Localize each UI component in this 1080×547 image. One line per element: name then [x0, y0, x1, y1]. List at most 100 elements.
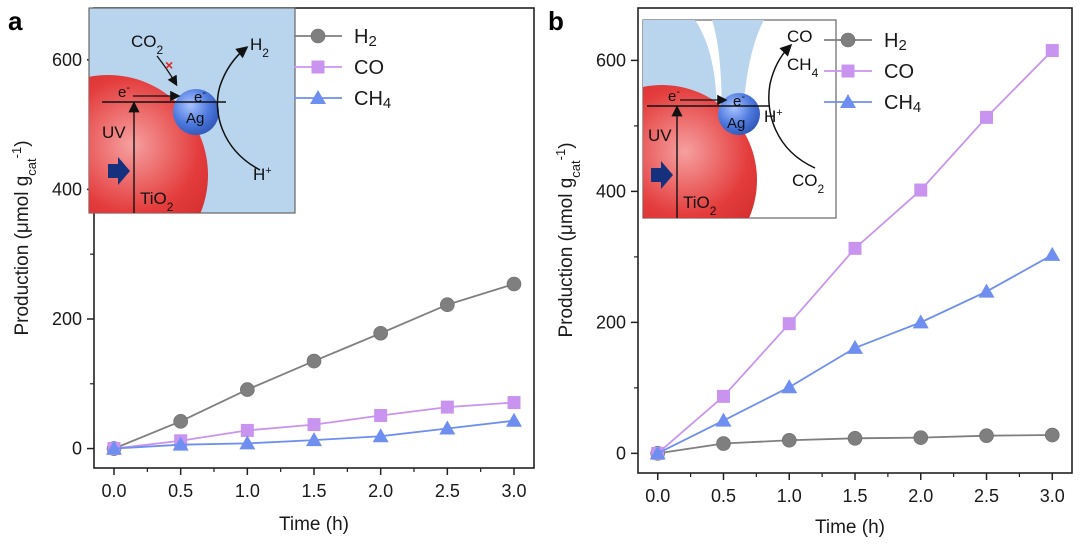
- panel-b-data-point: [978, 283, 995, 298]
- panel-a-legend-marker: [310, 90, 326, 104]
- inset-a-ag-label: Ag: [186, 110, 204, 127]
- panel-b-y-tick-label: 600: [596, 50, 626, 70]
- panel-b-x-tick-label: 3.0: [1040, 486, 1065, 506]
- panel-b-data-point: [1044, 427, 1060, 443]
- panel-b-data-point: [912, 314, 929, 329]
- panel-a-data-point: [439, 420, 456, 435]
- inset-b-product-curve-arrow: [768, 43, 816, 169]
- panel-a-inset-diagram: CO2 × H2 e- e- Ag UV TiO2 H+: [88, 7, 296, 214]
- panel-a-data-point: [372, 428, 389, 443]
- panel-a-data-point: [173, 414, 188, 429]
- panel-a-ticks: 0.0 0.5 1.0 1.5 2.0 2.5 3.0 0 200 400 600: [52, 50, 527, 501]
- inset-a-co2-label: CO2: [131, 32, 164, 57]
- panel-b-data-point: [781, 379, 798, 394]
- panel-a-data-point: [172, 436, 189, 451]
- panel-b-letter: b: [548, 6, 564, 36]
- panel-a-legend-marker: [310, 28, 326, 44]
- panel-a-y-tick-label: 400: [52, 179, 82, 199]
- inset-b-ag-label: Ag: [727, 115, 745, 132]
- inset-a-electron-label-1: e-: [118, 82, 130, 101]
- panel-a-x-axis-title: Time (h): [279, 514, 349, 535]
- inset-b-ag-particle: [718, 93, 760, 135]
- inset-b-hplus-label: H+: [764, 107, 783, 126]
- panel-a-x-tick-label: 3.0: [501, 481, 526, 501]
- panel-a-legend-marker: [311, 60, 325, 74]
- panel-b-data-point: [913, 430, 929, 445]
- panel-b-data-point: [782, 317, 796, 331]
- panel-a-series: [106, 276, 522, 456]
- panel-a-data-point: [506, 412, 522, 427]
- inset-b-co-label: CO: [787, 27, 813, 46]
- inset-b-uv-label: UV: [648, 126, 672, 145]
- panel-a-data-point: [240, 423, 254, 437]
- panel-b-legend-label: CH4: [884, 92, 921, 116]
- panel-b-data-point: [781, 432, 797, 448]
- inset-a-co2-arrow: [156, 55, 178, 87]
- panel-a-x-tick-label: 0.0: [101, 481, 126, 501]
- panel-b-legend-marker: [840, 94, 856, 108]
- panel-b-data-point: [716, 389, 730, 403]
- panel-a-data-point: [106, 440, 122, 455]
- panel-b-x-tick-label: 0.5: [711, 486, 736, 506]
- inset-a-h2-curve-arrow: [216, 46, 261, 171]
- panel-a-data-point: [440, 297, 455, 313]
- panel-b-data-point: [1045, 44, 1059, 58]
- inset-b-ch4-label: CH4: [787, 55, 819, 80]
- panel-a-y-tick-label: 200: [52, 309, 82, 329]
- panel-a-data-point: [307, 418, 321, 432]
- panel-b-x-tick-label: 1.0: [777, 486, 802, 506]
- panel-b-x-tick-label: 2.0: [908, 486, 933, 506]
- panel-a-data-point: [239, 435, 256, 450]
- panel-b-data-point: [847, 430, 863, 446]
- panel-a-legend: H2 CO CH4: [294, 26, 391, 112]
- panel-a-x-tick-label: 1.5: [301, 481, 326, 501]
- panel-b-data-point: [980, 110, 994, 124]
- panel-b-series: [649, 44, 1061, 461]
- panel-b-data-point: [716, 436, 731, 451]
- inset-a-electron-label-2: e-: [194, 87, 206, 106]
- inset-a-blocked-cross: ×: [165, 57, 173, 73]
- panel-b-data-point: [847, 339, 863, 354]
- panel-b-data-point: [848, 241, 862, 255]
- panel-a-data-point: [507, 396, 521, 410]
- panel-b-legend-marker: [841, 64, 855, 78]
- panel-b-inset-diagram: CO CH4 e- e- Ag H+ UV TiO2 CO2: [642, 19, 837, 219]
- panel-b-y-tick-label: 200: [596, 312, 626, 332]
- panel-b-data-point: [649, 445, 666, 460]
- panel-a-legend-label: H2: [354, 26, 377, 50]
- panel-b-x-tick-label: 1.5: [842, 486, 867, 506]
- inset-b-electron-label-2: e-: [733, 91, 745, 110]
- panel-a-data-point: [306, 432, 322, 447]
- panel-a-y-tick-label: 0: [72, 439, 82, 459]
- inset-b-uv-arrow-icon: [651, 161, 673, 189]
- panel-b-x-tick-label: 0.0: [645, 486, 670, 506]
- inset-a-hplus-label: H+: [253, 165, 272, 184]
- panel-b-legend-marker: [840, 32, 856, 48]
- panel-a-data-point: [373, 325, 388, 341]
- inset-b-tio2-label: TiO2: [683, 193, 717, 218]
- panel-b-legend-label: H2: [884, 30, 907, 54]
- panel-a-data-point: [440, 400, 454, 414]
- panel-a-legend-label: CH4: [354, 88, 391, 112]
- panel-a-data-point: [374, 409, 388, 423]
- panel-a-data-point: [506, 276, 522, 292]
- panel-a-x-tick-label: 1.0: [235, 481, 260, 501]
- panel-b-legend: H2 CO CH4: [824, 30, 921, 116]
- panel-a-legend-label: CO: [354, 57, 384, 79]
- panel-b-y-axis-title: Production (μmol gcat-1): [553, 142, 583, 337]
- inset-a-uv-label: UV: [102, 123, 126, 142]
- inset-a-uv-arrow-icon: [108, 157, 130, 185]
- panel-a-y-axis-title: Production (μmol gcat-1): [9, 140, 39, 335]
- panel-b-y-tick-label: 0: [616, 443, 626, 463]
- panel-b-data-point: [1044, 246, 1061, 261]
- panel-b-data-point: [715, 412, 732, 427]
- panel-a-x-tick-label: 2.0: [368, 481, 393, 501]
- panel-a-letter: a: [8, 6, 23, 36]
- panel-b-x-axis-title: Time (h): [815, 517, 885, 538]
- panel-b-data-point: [914, 183, 928, 197]
- panel-a-data-point: [306, 353, 322, 369]
- inset-a-h2-label: H2: [250, 35, 269, 60]
- inset-b-electron-label-1: e-: [668, 86, 680, 105]
- panel-a-x-tick-label: 0.5: [168, 481, 193, 501]
